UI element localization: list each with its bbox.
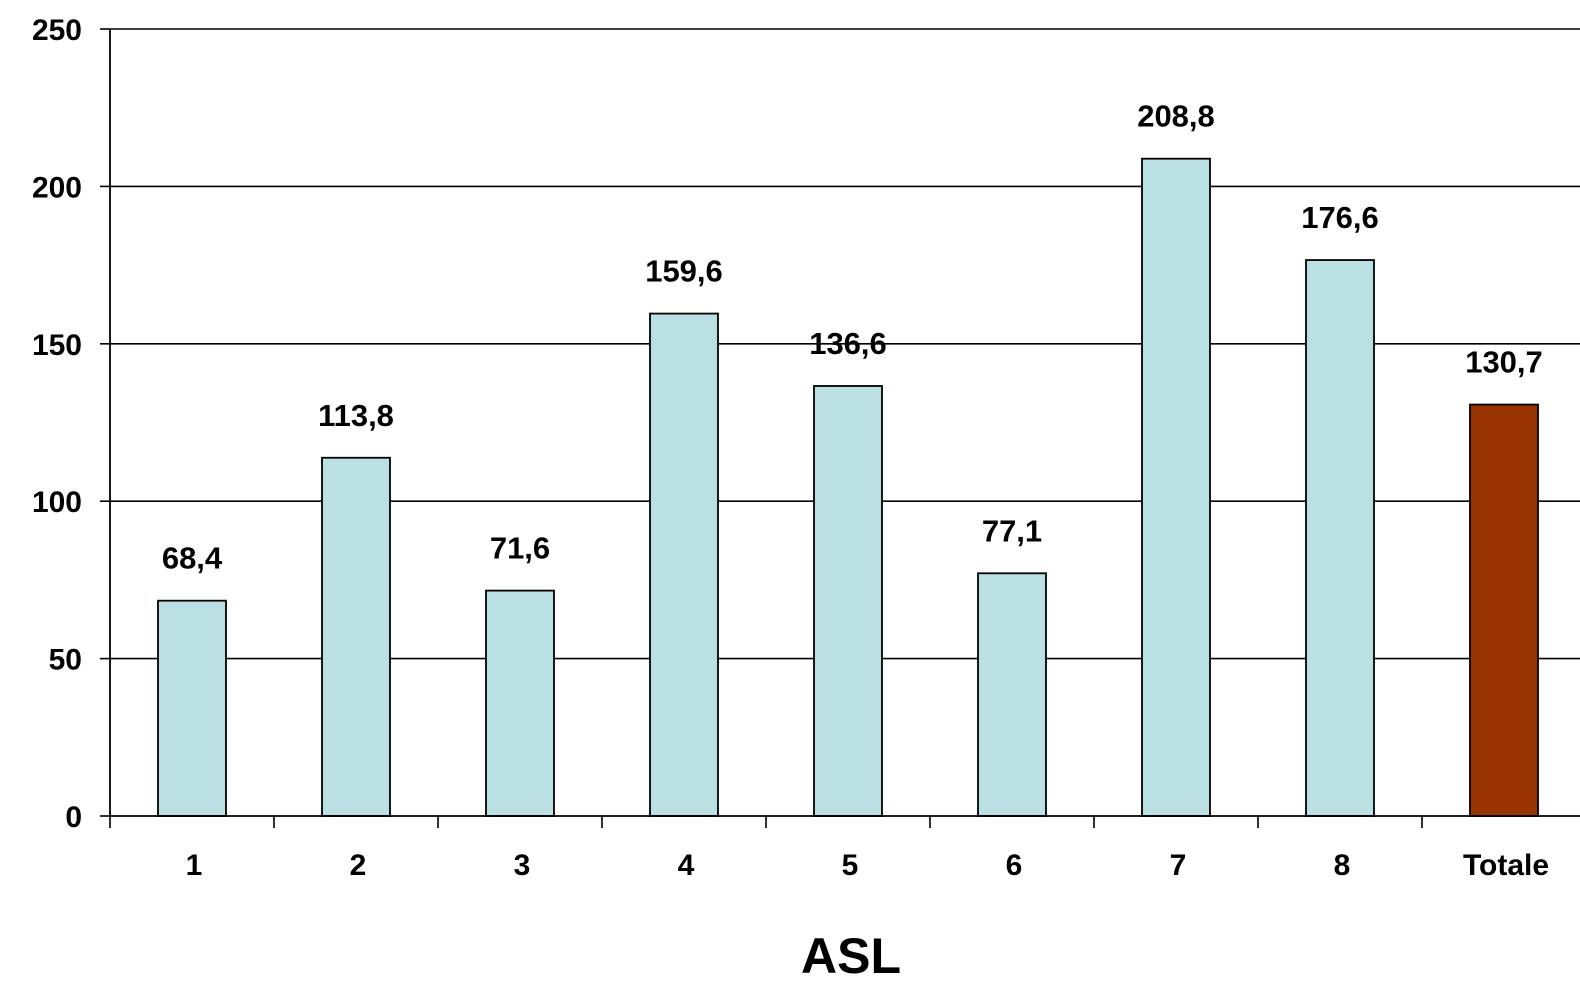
bar-6 <box>977 572 1047 817</box>
data-label: 77,1 <box>982 513 1042 548</box>
bar-1 <box>157 599 227 817</box>
x-tick-label: 2 <box>350 849 367 882</box>
x-tick-labels: 1 2 3 4 5 6 7 8 Totale <box>186 849 1549 882</box>
x-tick-label: 3 <box>514 849 531 882</box>
x-tick-label: 4 <box>678 849 695 882</box>
x-tick-label: 8 <box>1334 849 1351 882</box>
data-label: 136,6 <box>809 326 887 361</box>
bar-7 <box>1141 157 1211 817</box>
y-tick-label: 0 <box>65 801 82 834</box>
bar-8 <box>1305 259 1375 817</box>
x-axis-title: ASL <box>801 928 901 984</box>
bar-2 <box>321 456 391 817</box>
y-tick-label: 250 <box>32 14 82 47</box>
data-label: 71,6 <box>490 531 550 566</box>
x-tick-label: 1 <box>186 849 203 882</box>
y-tick-label: 200 <box>32 171 82 204</box>
bars <box>157 157 1539 817</box>
y-tick-label: 50 <box>49 644 82 677</box>
y-tick-label: 150 <box>32 329 82 362</box>
data-label: 176,6 <box>1301 200 1379 235</box>
data-label: 208,8 <box>1137 99 1215 134</box>
data-label: 159,6 <box>645 254 723 289</box>
data-label: 130,7 <box>1465 345 1543 380</box>
bar-3 <box>485 589 555 817</box>
x-tick-label: 7 <box>1170 849 1187 882</box>
data-label: 113,8 <box>318 398 394 433</box>
y-tick-label: 100 <box>32 486 82 519</box>
x-tick-label: Totale <box>1463 849 1549 882</box>
x-tick-label: 6 <box>1006 849 1023 882</box>
axes <box>100 28 1580 828</box>
data-label: 68,4 <box>162 541 223 576</box>
bar-5 <box>813 385 883 817</box>
data-labels: 68,4 113,8 71,6 159,6 136,6 77,1 208,8 176,6 130… <box>162 99 1543 576</box>
y-tick-labels: 0 50 100 150 200 250 <box>32 14 82 834</box>
x-tick-label: 5 <box>842 849 859 882</box>
bar-4 <box>649 312 719 817</box>
bar-totale <box>1469 403 1539 817</box>
